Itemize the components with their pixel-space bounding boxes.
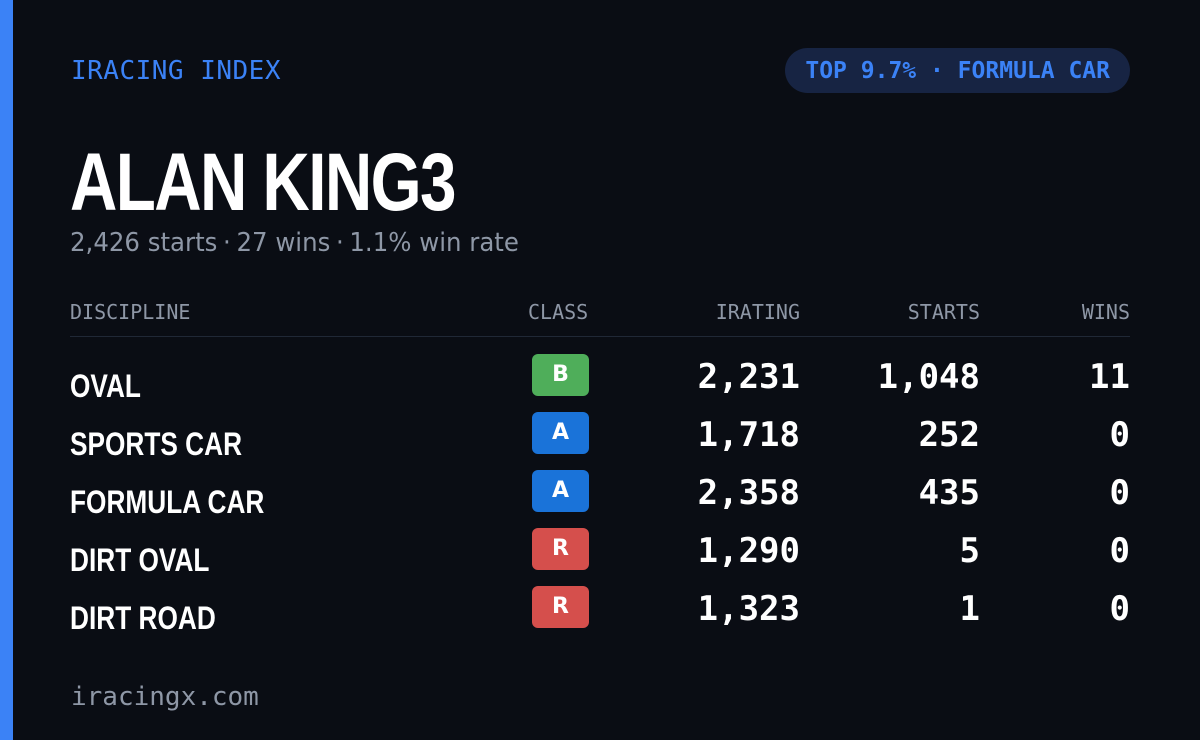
brand-title: IRACING INDEX xyxy=(71,56,281,86)
irating-value: 1,323 xyxy=(697,589,800,629)
table-header: DISCIPLINE CLASS IRATING STARTS WINS xyxy=(70,300,1130,326)
wins-value: 0 xyxy=(1109,531,1130,571)
table-row: DIRT ROAD R 1,323 1 0 xyxy=(70,582,1130,640)
class-badge: A xyxy=(532,412,589,454)
class-badge: A xyxy=(532,470,589,512)
discipline-name: OVAL xyxy=(70,368,141,404)
starts-value: 252 xyxy=(918,415,980,455)
column-header-starts: STARTS xyxy=(907,300,980,324)
discipline-name: DIRT OVAL xyxy=(70,542,210,578)
table-row: OVAL B 2,231 1,048 11 xyxy=(70,350,1130,408)
irating-value: 1,290 xyxy=(697,531,800,571)
wins-value: 0 xyxy=(1109,415,1130,455)
starts-summary: 2,426 starts xyxy=(70,228,218,258)
wins-value: 0 xyxy=(1109,473,1130,513)
irating-value: 2,231 xyxy=(697,357,800,397)
column-header-wins: WINS xyxy=(1081,300,1130,324)
table-row: DIRT OVAL R 1,290 5 0 xyxy=(70,524,1130,582)
irating-value: 2,358 xyxy=(697,473,800,513)
column-header-class: CLASS xyxy=(528,300,589,324)
class-badge: R xyxy=(532,528,589,570)
discipline-name: SPORTS CAR xyxy=(70,426,243,462)
driver-name: ALAN KING3 xyxy=(70,137,457,228)
wins-value: 11 xyxy=(1089,357,1130,397)
header-divider xyxy=(70,336,1130,337)
separator: · xyxy=(335,228,344,258)
table-row: SPORTS CAR A 1,718 252 0 xyxy=(70,408,1130,466)
separator: · xyxy=(223,228,231,258)
rank-badge: TOP 9.7% · FORMULA CAR xyxy=(785,48,1130,93)
win-rate-summary: 1.1% win rate xyxy=(349,228,519,258)
table-row: FORMULA CAR A 2,358 435 0 xyxy=(70,466,1130,524)
discipline-name: FORMULA CAR xyxy=(70,484,265,520)
class-badge: R xyxy=(532,586,589,628)
driver-summary: 2,426 starts · 27 wins · 1.1% win rate xyxy=(70,228,519,258)
starts-value: 1 xyxy=(959,589,980,629)
column-header-discipline: DISCIPLINE xyxy=(70,300,191,324)
irating-value: 1,718 xyxy=(697,415,800,455)
discipline-name: DIRT ROAD xyxy=(70,600,216,636)
site-url: iracingx.com xyxy=(71,682,259,712)
starts-value: 1,048 xyxy=(877,357,980,397)
wins-summary: 27 wins xyxy=(236,228,331,258)
starts-value: 435 xyxy=(918,473,980,513)
column-header-irating: IRATING xyxy=(715,300,800,324)
discipline-table: OVAL B 2,231 1,048 11 SPORTS CAR A 1,718… xyxy=(70,350,1130,640)
wins-value: 0 xyxy=(1109,589,1130,629)
accent-bar xyxy=(0,0,13,740)
starts-value: 5 xyxy=(959,531,980,571)
class-badge: B xyxy=(532,354,589,396)
